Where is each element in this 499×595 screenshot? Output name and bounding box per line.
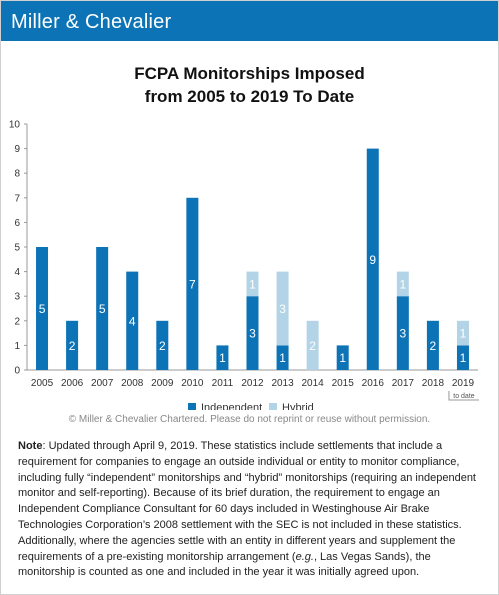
y-tick-label: 10	[9, 120, 21, 131]
x-tick-label: 2015	[332, 378, 355, 389]
y-tick-label: 6	[14, 218, 20, 229]
brand-logo: Miller & Chevalier	[11, 11, 172, 33]
x-tick-label: 2007	[91, 378, 114, 389]
x-tick-label: 2012	[241, 378, 264, 389]
copyright-notice: © Miller & Chevalier Chartered. Please d…	[68, 414, 431, 425]
data-label-hybrid-2019: 1	[460, 327, 467, 341]
bar-independent-2019	[456, 345, 469, 370]
to-date-note: to date	[453, 393, 475, 400]
data-label-independent-2019: 1	[460, 351, 467, 365]
x-tick-label: 2014	[302, 378, 325, 389]
bar-hybrid-2017	[396, 271, 409, 297]
bar-independent-2011	[216, 345, 229, 370]
data-label-independent-2011: 1	[219, 351, 226, 365]
data-label-independent-2009: 2	[159, 339, 166, 353]
data-label-independent-2013: 1	[279, 351, 286, 365]
x-tick-label: 2013	[271, 378, 294, 389]
chart-title-line-2: from 2005 to 2019 To Date	[144, 87, 355, 106]
data-label-independent-2012: 3	[249, 327, 256, 341]
data-label-independent-2015: 1	[339, 351, 346, 365]
y-tick-label: 7	[14, 193, 20, 204]
y-tick-label: 3	[14, 292, 20, 303]
bar-hybrid-2019	[456, 320, 469, 346]
y-tick-label: 8	[14, 169, 20, 180]
x-tick-label: 2006	[61, 378, 84, 389]
bar-hybrid-2012	[246, 271, 259, 297]
data-label-hybrid-2014: 2	[309, 339, 316, 353]
x-tick-label: 2019	[452, 378, 475, 389]
bar-independent-2012	[246, 296, 259, 370]
bar-independent-2016	[366, 148, 379, 370]
y-tick-label: 1	[14, 341, 20, 352]
bar-hybrid-2013	[276, 271, 289, 346]
x-tick-label: 2009	[151, 378, 174, 389]
x-tick-label: 2018	[422, 378, 445, 389]
legend-label-independent: Independent	[201, 402, 262, 410]
data-label-hybrid-2017: 1	[399, 277, 406, 291]
note-text: : Updated through April 9, 2019. These s…	[18, 440, 476, 563]
data-label-hybrid-2012: 1	[249, 277, 256, 291]
x-tick-label: 2010	[181, 378, 204, 389]
bar-independent-2008	[126, 271, 139, 370]
bar-chart: 0 1 2 3 4 5 6 7 8 9 10 5 2005 2 2006 5 2007 4 2008 2 2009 7 20…	[9, 120, 479, 410]
note-text-end: , Las Vegas Sands), the monitorship is c…	[18, 550, 431, 579]
y-tick-label: 5	[14, 243, 20, 254]
x-tick-label: 2017	[392, 378, 415, 389]
data-label-independent-2018: 2	[430, 339, 437, 353]
bar-hybrid-2014	[306, 320, 319, 370]
legend-label-hybrid: Hybrid	[282, 402, 314, 410]
data-label-independent-2005: 5	[39, 302, 46, 316]
bar-independent-2007	[96, 247, 109, 370]
bar-independent-2005	[36, 247, 49, 370]
y-tick-label: 0	[14, 366, 20, 377]
data-label-independent-2008: 4	[129, 314, 136, 328]
bar-independent-2010	[186, 197, 199, 370]
x-tick-label: 2016	[362, 378, 385, 389]
data-label-independent-2016: 9	[369, 253, 376, 267]
brand-header: Miller & Chevalier	[1, 1, 498, 41]
note-label: Note	[18, 440, 43, 452]
bar-independent-2017	[396, 296, 409, 370]
bar-independent-2006	[66, 320, 79, 370]
y-tick-label: 2	[14, 316, 20, 327]
footnote: Note: Updated through April 9, 2019. The…	[18, 439, 486, 581]
bar-independent-2018	[426, 320, 439, 370]
x-tick-label: 2008	[121, 378, 144, 389]
data-label-independent-2010: 7	[189, 277, 196, 291]
y-tick-label: 4	[14, 267, 20, 278]
data-label-independent-2017: 3	[399, 327, 406, 341]
bar-independent-2009	[156, 320, 169, 370]
data-label-independent-2007: 5	[99, 302, 106, 316]
data-label-hybrid-2013: 3	[279, 302, 286, 316]
bar-independent-2013	[276, 345, 289, 370]
chart-title-line-1: FCPA Monitorships Imposed	[134, 64, 365, 83]
legend-swatch-independent	[188, 403, 196, 410]
note-italic: e.g.	[295, 550, 314, 563]
to-date-bracket	[448, 391, 479, 401]
x-tick-label: 2011	[212, 378, 234, 389]
legend-swatch-hybrid	[269, 403, 277, 410]
data-label-independent-2006: 2	[69, 339, 76, 353]
bar-independent-2015	[336, 345, 349, 370]
y-tick-label: 9	[14, 144, 20, 155]
x-tick-label: 2005	[31, 378, 54, 389]
